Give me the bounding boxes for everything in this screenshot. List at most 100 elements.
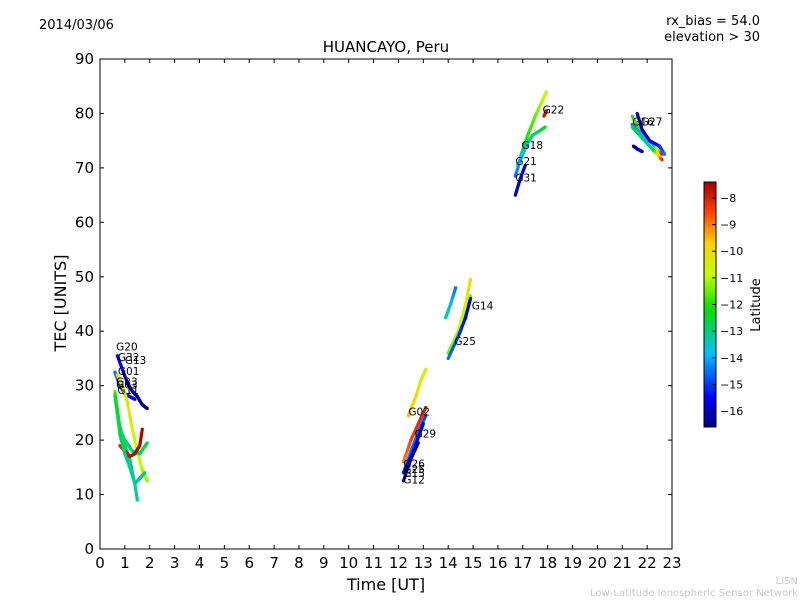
y-tick-label: 60 [75, 213, 94, 231]
series-g12 [401, 441, 420, 483]
data-point [662, 152, 667, 156]
x-tick-label: 9 [319, 554, 329, 572]
data-point [115, 414, 120, 418]
y-tick-label: 40 [75, 322, 94, 340]
data-point [145, 441, 149, 445]
axes-frame [99, 58, 673, 550]
x-tick-label: 11 [364, 554, 383, 572]
x-tick-label: 5 [220, 554, 230, 572]
colorbar: Latitude −8 −9 −10 −11 −12 −13 −14 −15 −16 [703, 181, 764, 428]
colorbar-tick-label: −15 [720, 378, 743, 391]
chart-title: HUANCAYO, Peru [323, 38, 449, 56]
colorbar-tick-label: −9 [720, 219, 736, 232]
x-tick-label: 3 [170, 554, 180, 572]
satellite-label: G03 [116, 379, 138, 391]
date-label: 2014/03/06 [39, 18, 114, 33]
data-point [526, 141, 530, 145]
x-tick-label: 2 [145, 554, 155, 572]
x-tick-label: 10 [339, 554, 358, 572]
data-point [424, 367, 428, 371]
x-tick-label: 15 [463, 554, 482, 572]
rx-bias-label: rx_bias = 54.0 [666, 14, 760, 29]
series-g02 [406, 367, 428, 418]
data-point [117, 430, 122, 434]
colorbar-tick-label: −14 [720, 352, 743, 365]
data-point [113, 392, 117, 396]
data-point [116, 419, 120, 423]
y-tick-label: 20 [75, 431, 94, 449]
footer-network: Low-Latitude Ionospheric Sensor Network [590, 588, 798, 599]
x-tick-label: 20 [588, 554, 607, 572]
y-tick-label: 0 [84, 540, 94, 558]
data-point [145, 406, 149, 411]
y-tick-label: 90 [75, 50, 94, 68]
satellite-label: G14 [472, 300, 494, 312]
colorbar-tick-label: −10 [720, 245, 743, 258]
satellite-label: G25 [454, 336, 476, 348]
footer-lisn: LISN [775, 576, 798, 587]
series-g27b [630, 125, 664, 162]
colorbar-tick-label: −16 [720, 405, 743, 418]
x-tick-label: 18 [538, 554, 557, 572]
y-tick-label: 70 [75, 159, 94, 177]
data-point [416, 441, 420, 445]
data-point [145, 479, 149, 483]
satellite-label: G32 [118, 352, 140, 364]
data-point [543, 125, 547, 129]
data-point [544, 90, 549, 94]
data-point [113, 389, 117, 393]
satellite-label: G12 [403, 475, 425, 487]
data-point [468, 294, 473, 298]
data-point [135, 498, 139, 502]
colorbar-label: Latitude [749, 278, 764, 332]
x-tick-label: 21 [613, 554, 632, 572]
series-g16b [635, 111, 667, 156]
x-tick-label: 0 [95, 554, 105, 572]
x-tick-label: 19 [563, 554, 582, 572]
data-point [113, 397, 117, 401]
satellite-label: G20 [116, 341, 138, 353]
data-point [523, 163, 527, 167]
data-point [143, 471, 147, 475]
data-point [544, 109, 549, 113]
x-tick-label: 13 [414, 554, 433, 572]
colorbar-tick-label: −12 [720, 299, 743, 312]
series-g29 [401, 405, 428, 464]
x-tick-label: 7 [269, 554, 279, 572]
x-tick-label: 14 [439, 554, 458, 572]
satellite-label: G27 [641, 116, 663, 128]
data-point [468, 296, 473, 301]
x-tick-label: 8 [294, 554, 304, 572]
x-tick-label: 17 [513, 554, 532, 572]
x-tick-label: 23 [662, 554, 681, 572]
satellite-label: G26 [403, 458, 425, 470]
satellite-label: G21 [515, 156, 537, 168]
series-g22r [542, 109, 549, 118]
satellite-label: G13 [125, 355, 147, 367]
satellite-label: G15 [403, 468, 425, 480]
data-point [140, 427, 144, 431]
x-tick-label: 1 [120, 554, 130, 572]
data-point [116, 422, 121, 426]
satellite-label: G31 [515, 173, 537, 185]
series-g03 [118, 427, 144, 459]
series-g16c [631, 144, 644, 154]
satellite-label: G22 [543, 104, 565, 116]
series-g15b [444, 286, 458, 320]
series-g21 [513, 141, 530, 178]
series-g25b [446, 296, 473, 361]
x-tick-label: 12 [389, 554, 408, 572]
y-axis-label: TEC [UNITS] [51, 255, 70, 353]
data-point [424, 405, 428, 410]
colorbar-tick-label: −8 [720, 192, 736, 205]
data-point [421, 422, 425, 426]
data-point [117, 427, 121, 431]
data-point [640, 149, 644, 154]
data-point [114, 400, 118, 404]
y-tick-label: 10 [75, 486, 94, 504]
data-point [424, 414, 428, 418]
y-tick-label: 80 [75, 104, 94, 122]
data-point [454, 286, 458, 290]
data-point [114, 403, 118, 407]
